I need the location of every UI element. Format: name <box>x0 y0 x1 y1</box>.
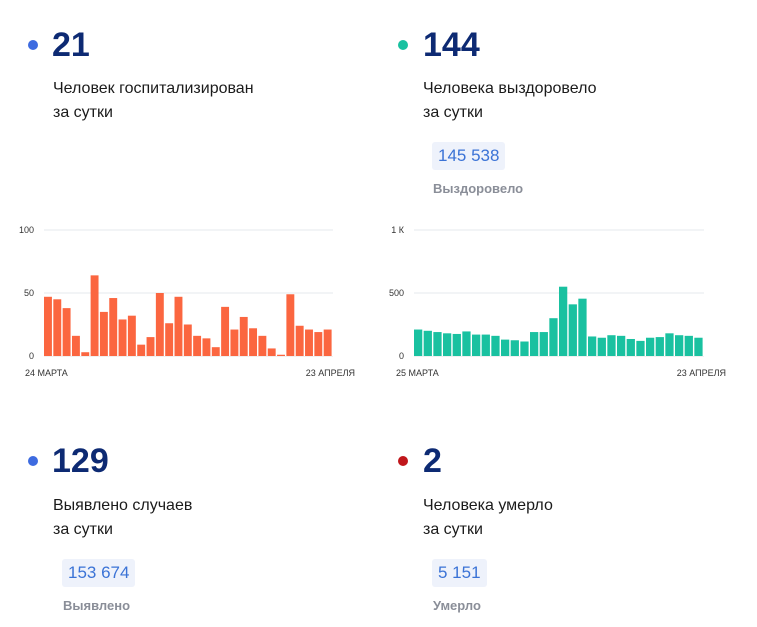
recovered-total-label: Выздоровело <box>433 181 524 196</box>
y-tick-label: 1 К <box>391 225 405 235</box>
bar <box>314 332 323 356</box>
recovered-caption-line1: Человека выздоровело <box>423 80 597 97</box>
bar <box>414 329 423 356</box>
deaths-value: 2 <box>423 442 442 480</box>
bar <box>155 293 164 356</box>
y-tick-label: 0 <box>29 351 34 361</box>
bar <box>452 333 461 356</box>
bar <box>443 333 452 356</box>
bar <box>559 286 568 356</box>
bar <box>137 344 146 356</box>
bar <box>655 337 664 356</box>
bar <box>109 298 118 356</box>
bar <box>221 306 230 356</box>
bar <box>597 337 606 356</box>
hospitalized-caption-line2: за сутки <box>53 104 113 121</box>
bar <box>286 294 295 356</box>
bar <box>90 275 99 356</box>
cases-dot <box>28 456 38 466</box>
bar <box>607 335 616 356</box>
bar <box>433 332 442 356</box>
bar <box>462 331 471 356</box>
bar <box>423 330 432 356</box>
bar <box>81 352 90 356</box>
bar <box>694 337 703 356</box>
recovered-dot <box>398 40 408 50</box>
bar <box>501 339 510 356</box>
deaths-total-label: Умерло <box>433 598 481 613</box>
cases-value: 129 <box>52 442 109 480</box>
bar <box>127 315 136 356</box>
recovered-value: 144 <box>423 26 480 64</box>
bar <box>510 340 519 356</box>
recovered-chart: 1 К 500 0 25 МАРТА 23 АПРЕЛЯ <box>389 225 726 378</box>
bar <box>472 334 481 356</box>
y-tick-label: 0 <box>399 351 404 361</box>
bar <box>249 328 258 356</box>
bar <box>530 332 539 356</box>
bar <box>230 329 239 356</box>
bar <box>267 348 276 356</box>
hospitalized-value: 21 <box>52 26 90 64</box>
y-tick-label: 50 <box>24 288 34 298</box>
bar <box>675 335 684 356</box>
bar <box>193 335 202 356</box>
y-tick-label: 500 <box>389 288 404 298</box>
bar <box>99 311 108 356</box>
bar <box>258 335 267 356</box>
bar <box>174 296 183 356</box>
deaths-caption-line2: за сутки <box>423 521 483 538</box>
deaths-caption-line1: Человека умерло <box>423 497 553 514</box>
bar <box>481 334 490 356</box>
bar <box>539 332 548 356</box>
bar <box>118 319 127 356</box>
bar <box>44 296 52 356</box>
bar <box>305 329 313 356</box>
bar <box>53 299 62 356</box>
y-tick-label: 100 <box>19 225 34 235</box>
bar <box>646 337 655 356</box>
cases-total-badge: 153 674 <box>62 559 136 587</box>
bar <box>665 333 674 356</box>
hospitalized-chart: 100 50 0 24 МАРТА 23 АПРЕЛЯ <box>19 225 355 378</box>
bar <box>183 324 192 356</box>
bar <box>636 340 645 356</box>
bar <box>277 354 285 356</box>
bar <box>684 335 693 356</box>
bar <box>295 325 304 356</box>
cases-caption-line2: за сутки <box>53 521 113 538</box>
x-tick-label-start: 24 МАРТА <box>25 368 68 378</box>
recovered-total-badge: 145 538 <box>432 142 506 170</box>
bar <box>491 335 500 356</box>
bar <box>568 304 577 356</box>
bar <box>62 308 71 356</box>
bar <box>323 329 332 356</box>
bar <box>617 335 626 356</box>
bar <box>202 338 211 356</box>
bar <box>588 336 597 356</box>
bar <box>71 335 80 356</box>
deaths-dot <box>398 456 408 466</box>
bar <box>626 338 635 356</box>
cases-total-label: Выявлено <box>63 598 131 613</box>
x-tick-label-end: 23 АПРЕЛЯ <box>306 368 355 378</box>
bar <box>239 316 248 356</box>
deaths-total-badge: 5 151 <box>432 559 487 587</box>
hospitalized-dot <box>28 40 38 50</box>
bar <box>578 298 587 356</box>
cases-caption-line1: Выявлено случаев <box>53 497 193 514</box>
bar <box>165 323 174 356</box>
bar <box>211 347 220 356</box>
x-tick-label-end: 23 АПРЕЛЯ <box>677 368 726 378</box>
hospitalized-caption-line1: Человек госпитализирован <box>53 80 254 97</box>
recovered-caption-line2: за сутки <box>423 104 483 121</box>
x-tick-label-start: 25 МАРТА <box>396 368 439 378</box>
bar <box>549 318 558 356</box>
bar <box>146 337 155 356</box>
bar <box>520 341 529 356</box>
